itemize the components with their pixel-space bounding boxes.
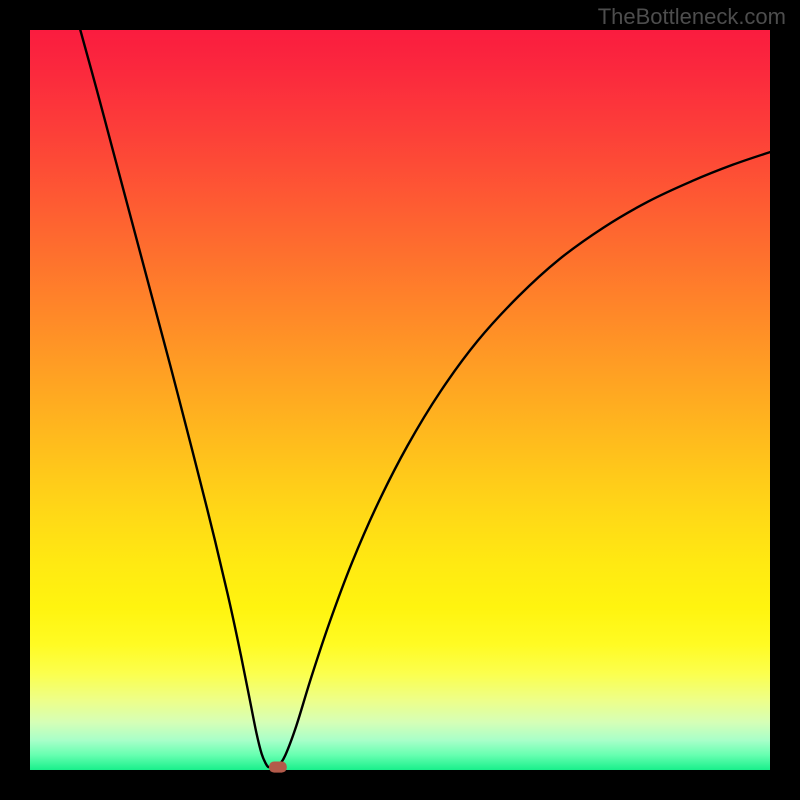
- plot-background: [30, 30, 770, 770]
- chart-canvas: [0, 0, 800, 800]
- minimum-marker: [269, 761, 287, 772]
- chart-frame: TheBottleneck.com: [0, 0, 800, 800]
